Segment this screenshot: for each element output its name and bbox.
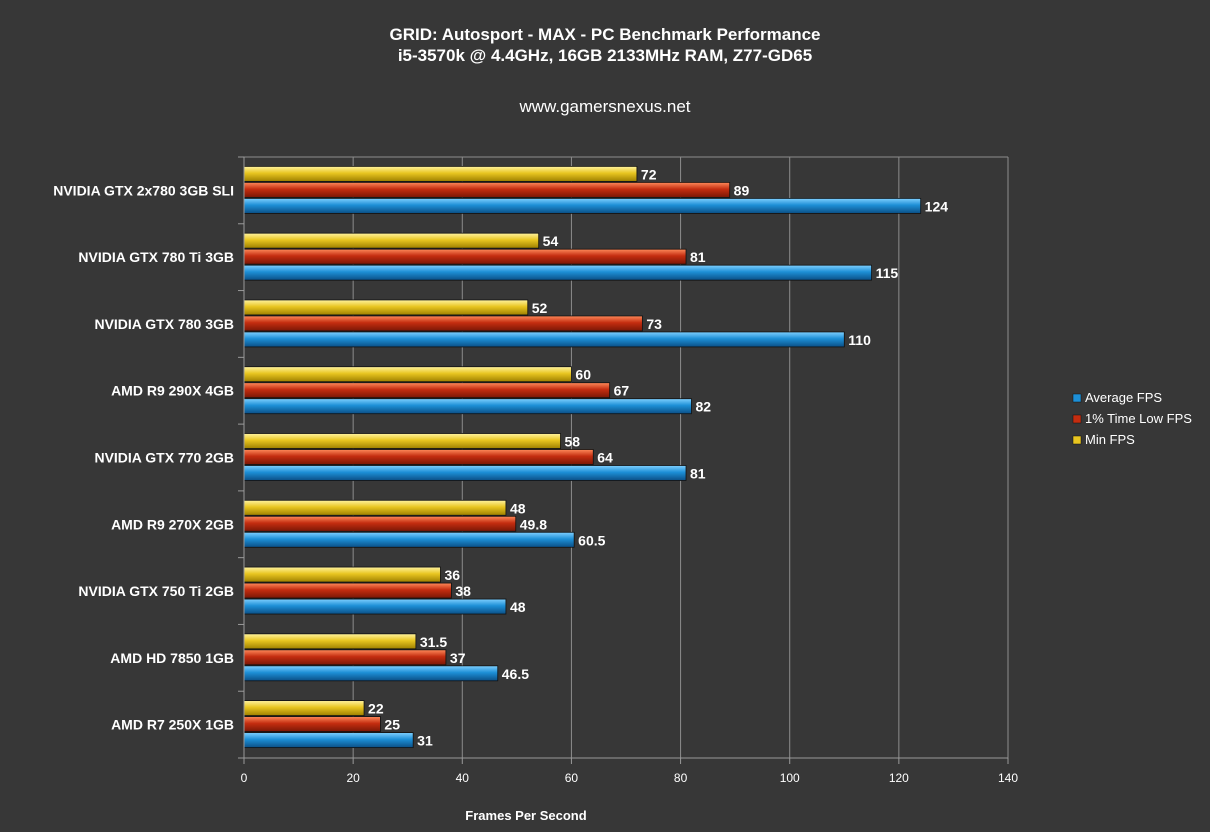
bar-average-fps [243,465,687,481]
bar-min-fps [243,433,561,449]
data-label: 31.5 [420,634,447,650]
chart-source: www.gamersnexus.net [518,97,690,116]
bar-1-time-low-fps [243,515,517,532]
category-label: NVIDIA GTX 750 Ti 2GB [78,583,234,599]
category-label: AMD R9 290X 4GB [111,383,234,399]
bar-1-time-low-fps [243,449,594,465]
data-label: 54 [543,233,559,249]
bar-1-time-low-fps [243,716,381,733]
data-label: 25 [384,717,400,733]
x-tick-label: 100 [780,771,800,785]
data-label: 81 [690,249,706,265]
bar-average-fps [243,732,414,749]
data-label: 58 [565,434,581,450]
bar-average-fps [243,598,507,615]
legend-label: Min FPS [1085,432,1135,447]
bar-1-time-low-fps [243,181,731,198]
category-label: NVIDIA GTX 780 3GB [94,316,234,332]
chart-subtitle: i5-3570k @ 4.4GHz, 16GB 2133MHz RAM, Z77… [398,46,812,65]
x-tick-label: 40 [456,771,470,785]
data-label: 52 [532,300,548,316]
data-label: 49.8 [520,516,547,532]
category-label: AMD R9 270X 2GB [111,516,234,532]
value-labels: 7289124548111552731106067825864814849.86… [368,166,948,748]
category-label: AMD R7 250X 1GB [111,717,234,733]
data-label: 38 [455,583,471,599]
data-label: 124 [925,198,949,214]
legend-label: Average FPS [1085,390,1162,405]
bar-min-fps [243,165,638,182]
x-axis-ticks: 0 20 40 60 80 100 120 140 [241,758,1018,785]
x-tick-label: 120 [889,771,909,785]
x-tick-label: 80 [674,771,688,785]
category-labels: NVIDIA GTX 2x780 3GB SLI NVIDIA GTX 780 T… [53,182,234,732]
data-label: 64 [597,450,613,466]
x-tick-label: 140 [998,771,1018,785]
bar-average-fps [243,398,692,415]
data-label: 110 [848,332,871,348]
legend-swatch [1072,414,1082,424]
legend-swatch [1072,435,1082,445]
bar-min-fps [243,499,507,516]
bar-min-fps [243,366,572,383]
legend: Average FPS 1% Time Low FPS Min FPS [1072,390,1192,447]
data-label: 37 [450,650,466,666]
category-label: NVIDIA GTX 770 2GB [94,450,234,466]
bar-average-fps [243,665,499,682]
data-label: 60 [575,367,591,383]
bar-average-fps [243,331,845,348]
bar-average-fps [243,197,922,214]
chart-title: GRID: Autosport - MAX - PC Benchmark Per… [389,25,820,44]
x-tick-label: 20 [346,771,360,785]
data-label: 72 [641,166,657,182]
bar-1-time-low-fps [243,382,611,399]
data-label: 48 [510,500,526,516]
category-label: NVIDIA GTX 780 Ti 3GB [78,249,234,265]
legend-swatch [1072,393,1082,403]
x-tick-label: 0 [241,771,248,785]
bar-average-fps [243,264,872,281]
data-label: 73 [646,316,662,332]
data-label: 31 [417,733,433,749]
bar-average-fps [243,531,575,548]
bar-1-time-low-fps [243,649,447,666]
data-label: 82 [695,399,711,415]
bar-min-fps [243,566,441,583]
data-label: 36 [444,567,460,583]
category-label: NVIDIA GTX 2x780 3GB SLI [53,182,234,198]
data-label: 89 [734,182,750,198]
x-axis-label: Frames Per Second [465,808,586,823]
bar-min-fps [243,700,365,717]
bar-1-time-low-fps [243,582,452,599]
data-label: 48 [510,599,526,615]
bar-min-fps [243,633,417,650]
bar-min-fps [243,299,529,316]
bars [243,165,922,749]
x-tick-label: 60 [565,771,579,785]
bar-min-fps [243,232,540,249]
data-label: 60.5 [578,532,605,548]
bar-1-time-low-fps [243,248,687,265]
bar-1-time-low-fps [243,315,643,332]
data-label: 115 [876,265,899,281]
data-label: 22 [368,701,384,717]
data-label: 81 [690,466,706,482]
data-label: 46.5 [502,666,529,682]
legend-label: 1% Time Low FPS [1085,411,1192,426]
data-label: 67 [614,383,630,399]
category-label: AMD HD 7850 1GB [110,650,234,666]
